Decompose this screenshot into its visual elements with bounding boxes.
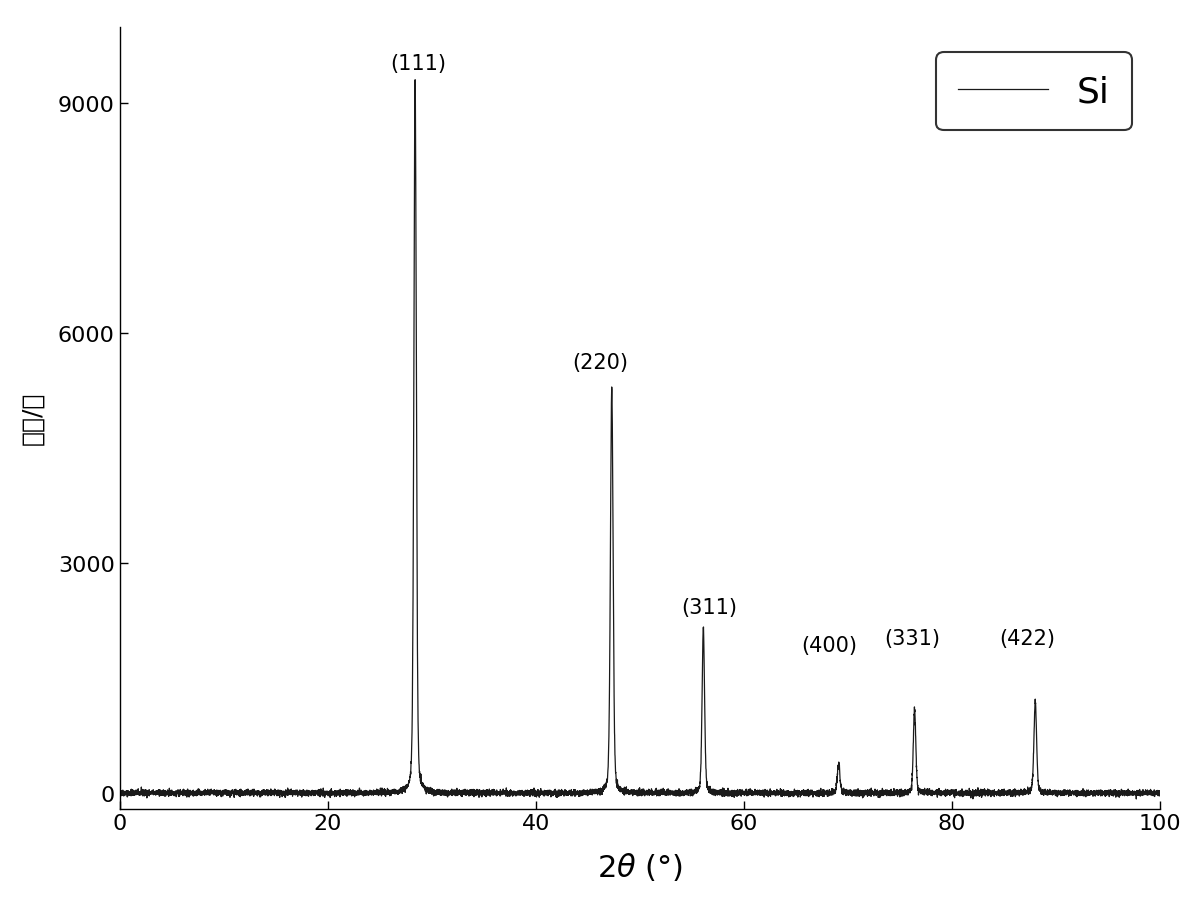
Si (621, 786, 635, 797)
Text: (111): (111) (390, 53, 446, 74)
Text: (331): (331) (884, 628, 940, 648)
Si (175, 789, 189, 800)
Text: (422): (422) (999, 628, 1055, 648)
Text: (220): (220) (572, 352, 628, 372)
Y-axis label: 强度/次: 强度/次 (20, 391, 44, 445)
Si (1129, 794, 1143, 805)
Text: (311): (311) (682, 597, 738, 618)
Si (117, 789, 132, 800)
Si (112, 787, 127, 798)
Si (317, 788, 331, 799)
Legend: Si: Si (936, 53, 1131, 130)
X-axis label: $2\theta$ $(\degree)$: $2\theta$ $(\degree)$ (597, 850, 683, 882)
Text: (400): (400) (801, 636, 858, 655)
Si (1098, 787, 1112, 798)
Si (155, 787, 170, 798)
Si (1153, 787, 1167, 798)
Si (408, 75, 422, 86)
Line: Si: Si (120, 81, 1160, 800)
